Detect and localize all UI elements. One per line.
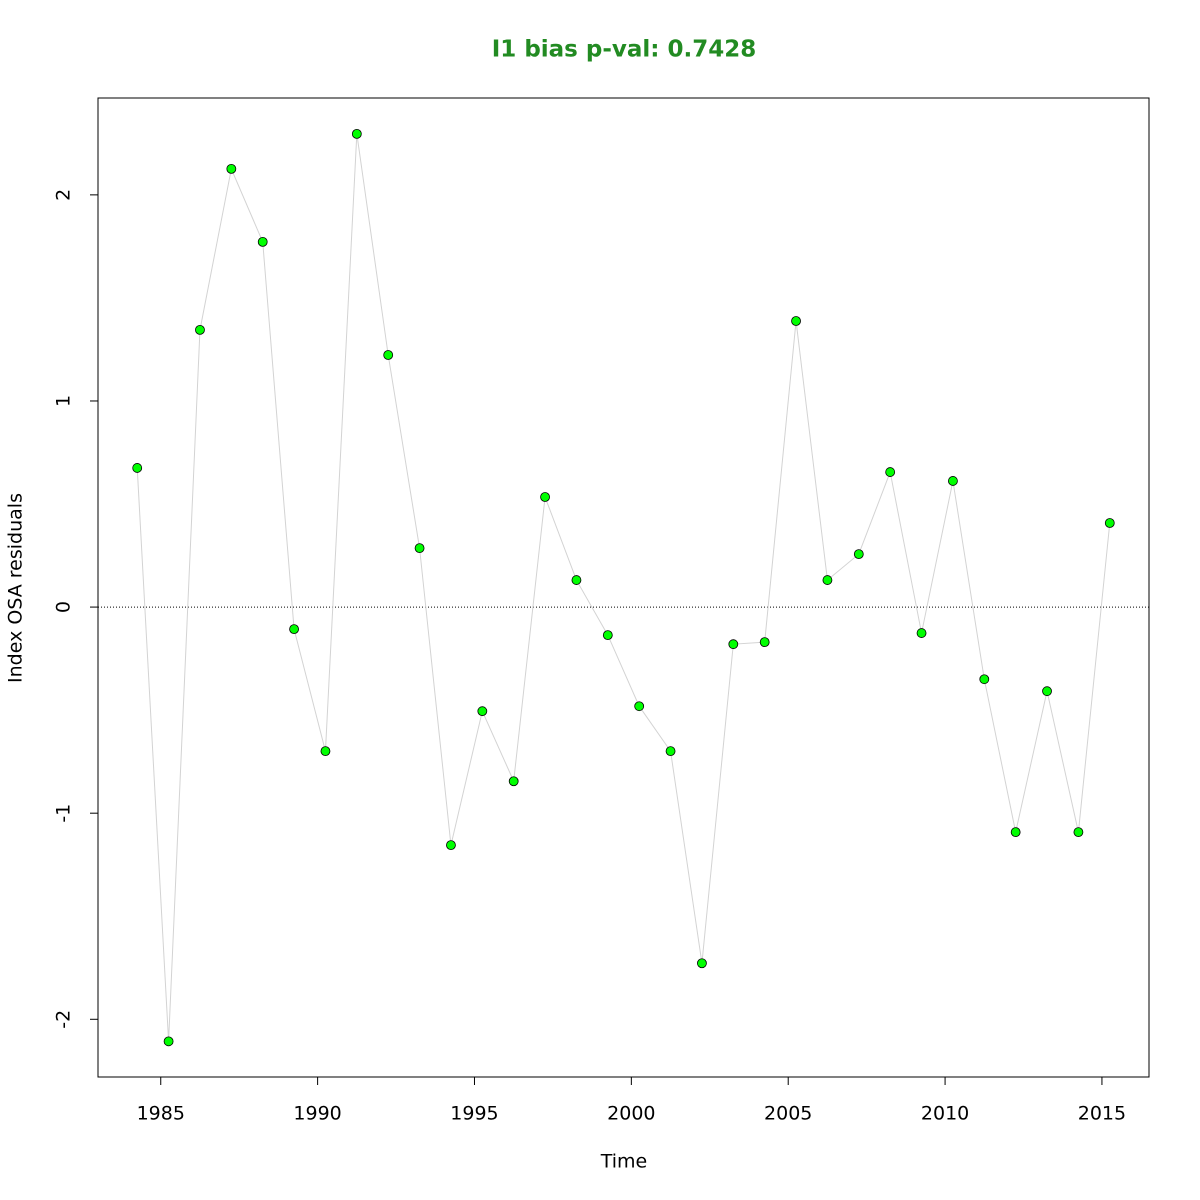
- data-point: [759, 637, 770, 648]
- data-point: [791, 316, 801, 326]
- x-tick-label: 2000: [607, 1103, 655, 1125]
- data-point: [163, 1036, 174, 1047]
- data-point: [948, 476, 958, 486]
- x-axis-label: Time: [600, 1151, 648, 1173]
- data-point: [414, 543, 425, 554]
- x-tick-label: 1995: [450, 1103, 498, 1125]
- y-tick-label: 2: [53, 189, 75, 201]
- data-point: [822, 575, 833, 585]
- y-tick-label: 1: [53, 395, 75, 407]
- data-point: [602, 630, 613, 641]
- data-point: [1010, 827, 1021, 838]
- y-tick-label: 0: [53, 601, 75, 613]
- data-point: [916, 628, 927, 638]
- data-point: [571, 575, 582, 585]
- x-tick-label: 2010: [921, 1103, 969, 1125]
- x-tick-label: 2015: [1078, 1103, 1126, 1125]
- data-point: [383, 350, 394, 360]
- chart-title: I1 bias p-val: 0.7428: [492, 37, 757, 63]
- data-point: [351, 128, 362, 139]
- data-point: [885, 467, 896, 477]
- data-point: [195, 324, 205, 335]
- data-point: [226, 164, 237, 174]
- data-point: [320, 746, 331, 757]
- y-axis-label: Index OSA residuals: [5, 493, 27, 683]
- data-point: [634, 701, 645, 712]
- data-point: [477, 706, 488, 717]
- data-point: [1104, 518, 1115, 528]
- y-tick-label: -1: [53, 804, 75, 823]
- y-tick-label: -2: [53, 1010, 75, 1029]
- data-point: [665, 746, 676, 757]
- data-point: [1042, 686, 1052, 697]
- data-point: [446, 840, 456, 851]
- series-line: [136, 133, 1111, 1042]
- plot-frame: [97, 97, 1150, 1078]
- data-point: [728, 639, 739, 650]
- data-point: [132, 463, 143, 473]
- data-point: [1073, 827, 1084, 838]
- data-point: [697, 958, 707, 969]
- data-point: [257, 236, 268, 247]
- data-point: [508, 776, 519, 787]
- data-point: [540, 492, 550, 502]
- x-tick-label: 1990: [293, 1103, 341, 1125]
- x-tick-label: 1985: [137, 1103, 185, 1125]
- data-point: [289, 624, 299, 635]
- x-tick-label: 2005: [764, 1103, 812, 1125]
- data-point: [853, 549, 864, 560]
- data-point: [979, 674, 990, 685]
